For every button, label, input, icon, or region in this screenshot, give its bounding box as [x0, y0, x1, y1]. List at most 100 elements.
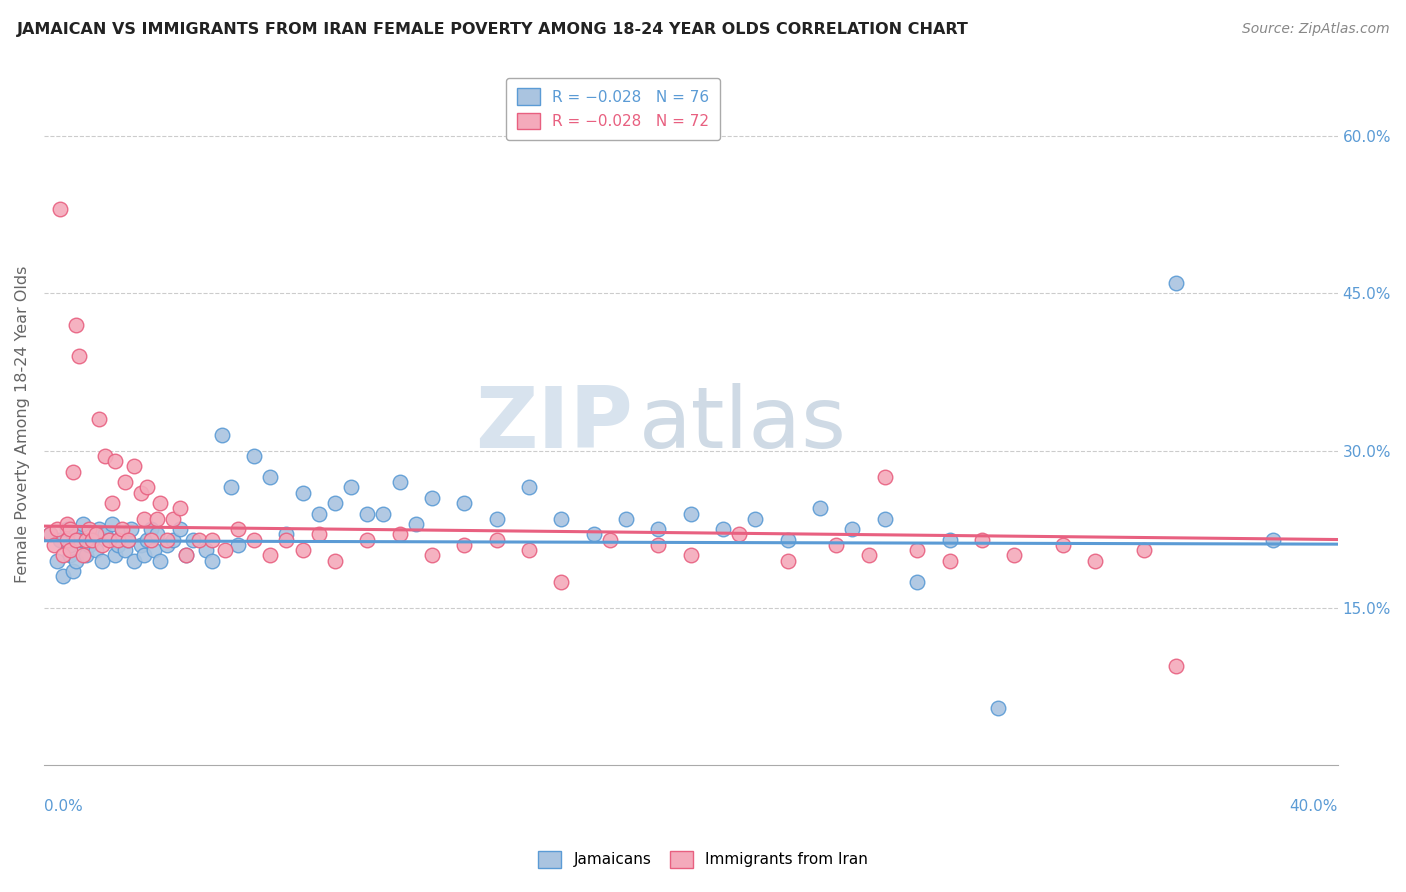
Point — [517, 543, 540, 558]
Point — [91, 538, 114, 552]
Point — [1002, 549, 1025, 563]
Point — [52, 549, 75, 563]
Point — [938, 554, 960, 568]
Point — [87, 522, 110, 536]
Point — [388, 527, 411, 541]
Point — [582, 527, 605, 541]
Point — [87, 412, 110, 426]
Point — [1164, 276, 1187, 290]
Point — [453, 538, 475, 552]
Point — [75, 533, 97, 547]
Point — [970, 533, 993, 547]
Point — [188, 533, 211, 547]
Point — [124, 459, 146, 474]
Point — [39, 527, 62, 541]
Point — [117, 533, 139, 547]
Point — [356, 533, 378, 547]
Point — [156, 533, 179, 547]
Point — [776, 533, 799, 547]
Point — [62, 465, 84, 479]
Point — [291, 543, 314, 558]
Point — [65, 533, 87, 547]
Point — [49, 533, 72, 547]
Point — [59, 549, 82, 563]
Point — [308, 507, 330, 521]
Point — [97, 533, 120, 547]
Legend: R = −0.028   N = 76, R = −0.028   N = 72: R = −0.028 N = 76, R = −0.028 N = 72 — [506, 78, 720, 140]
Point — [214, 543, 236, 558]
Point — [69, 533, 91, 547]
Point — [39, 527, 62, 541]
Point — [82, 533, 104, 547]
Point — [841, 522, 863, 536]
Point — [55, 533, 77, 547]
Point — [55, 522, 77, 536]
Point — [110, 522, 132, 536]
Point — [323, 496, 346, 510]
Point — [72, 516, 94, 531]
Point — [62, 564, 84, 578]
Point — [136, 480, 159, 494]
Point — [101, 516, 124, 531]
Point — [517, 480, 540, 494]
Point — [65, 318, 87, 332]
Point — [42, 538, 65, 552]
Point — [129, 485, 152, 500]
Point — [55, 516, 77, 531]
Point — [149, 496, 172, 510]
Point — [84, 527, 107, 541]
Text: 40.0%: 40.0% — [1289, 799, 1337, 814]
Point — [49, 202, 72, 217]
Point — [120, 522, 142, 536]
Point — [420, 549, 443, 563]
Point — [340, 480, 363, 494]
Point — [139, 533, 162, 547]
Point — [226, 538, 249, 552]
Point — [356, 507, 378, 521]
Point — [825, 538, 848, 552]
Point — [146, 527, 169, 541]
Point — [679, 507, 702, 521]
Point — [156, 538, 179, 552]
Point — [308, 527, 330, 541]
Point — [194, 543, 217, 558]
Point — [211, 428, 233, 442]
Point — [711, 522, 734, 536]
Point — [905, 543, 928, 558]
Point — [117, 533, 139, 547]
Point — [373, 507, 395, 521]
Point — [69, 349, 91, 363]
Point — [453, 496, 475, 510]
Point — [149, 554, 172, 568]
Point — [45, 522, 67, 536]
Point — [59, 522, 82, 536]
Point — [75, 549, 97, 563]
Point — [174, 549, 197, 563]
Point — [388, 475, 411, 489]
Point — [420, 491, 443, 505]
Point — [679, 549, 702, 563]
Point — [174, 549, 197, 563]
Point — [136, 533, 159, 547]
Point — [201, 533, 224, 547]
Point — [129, 538, 152, 552]
Point — [1164, 658, 1187, 673]
Point — [226, 522, 249, 536]
Point — [276, 533, 298, 547]
Y-axis label: Female Poverty Among 18-24 Year Olds: Female Poverty Among 18-24 Year Olds — [15, 266, 30, 583]
Point — [276, 527, 298, 541]
Point — [91, 554, 114, 568]
Point — [77, 522, 100, 536]
Point — [905, 574, 928, 589]
Point — [82, 533, 104, 547]
Point — [550, 512, 572, 526]
Text: ZIP: ZIP — [475, 383, 633, 466]
Point — [291, 485, 314, 500]
Point — [728, 527, 751, 541]
Point — [744, 512, 766, 526]
Point — [134, 549, 156, 563]
Point — [1132, 543, 1154, 558]
Point — [94, 449, 117, 463]
Point — [77, 538, 100, 552]
Point — [52, 569, 75, 583]
